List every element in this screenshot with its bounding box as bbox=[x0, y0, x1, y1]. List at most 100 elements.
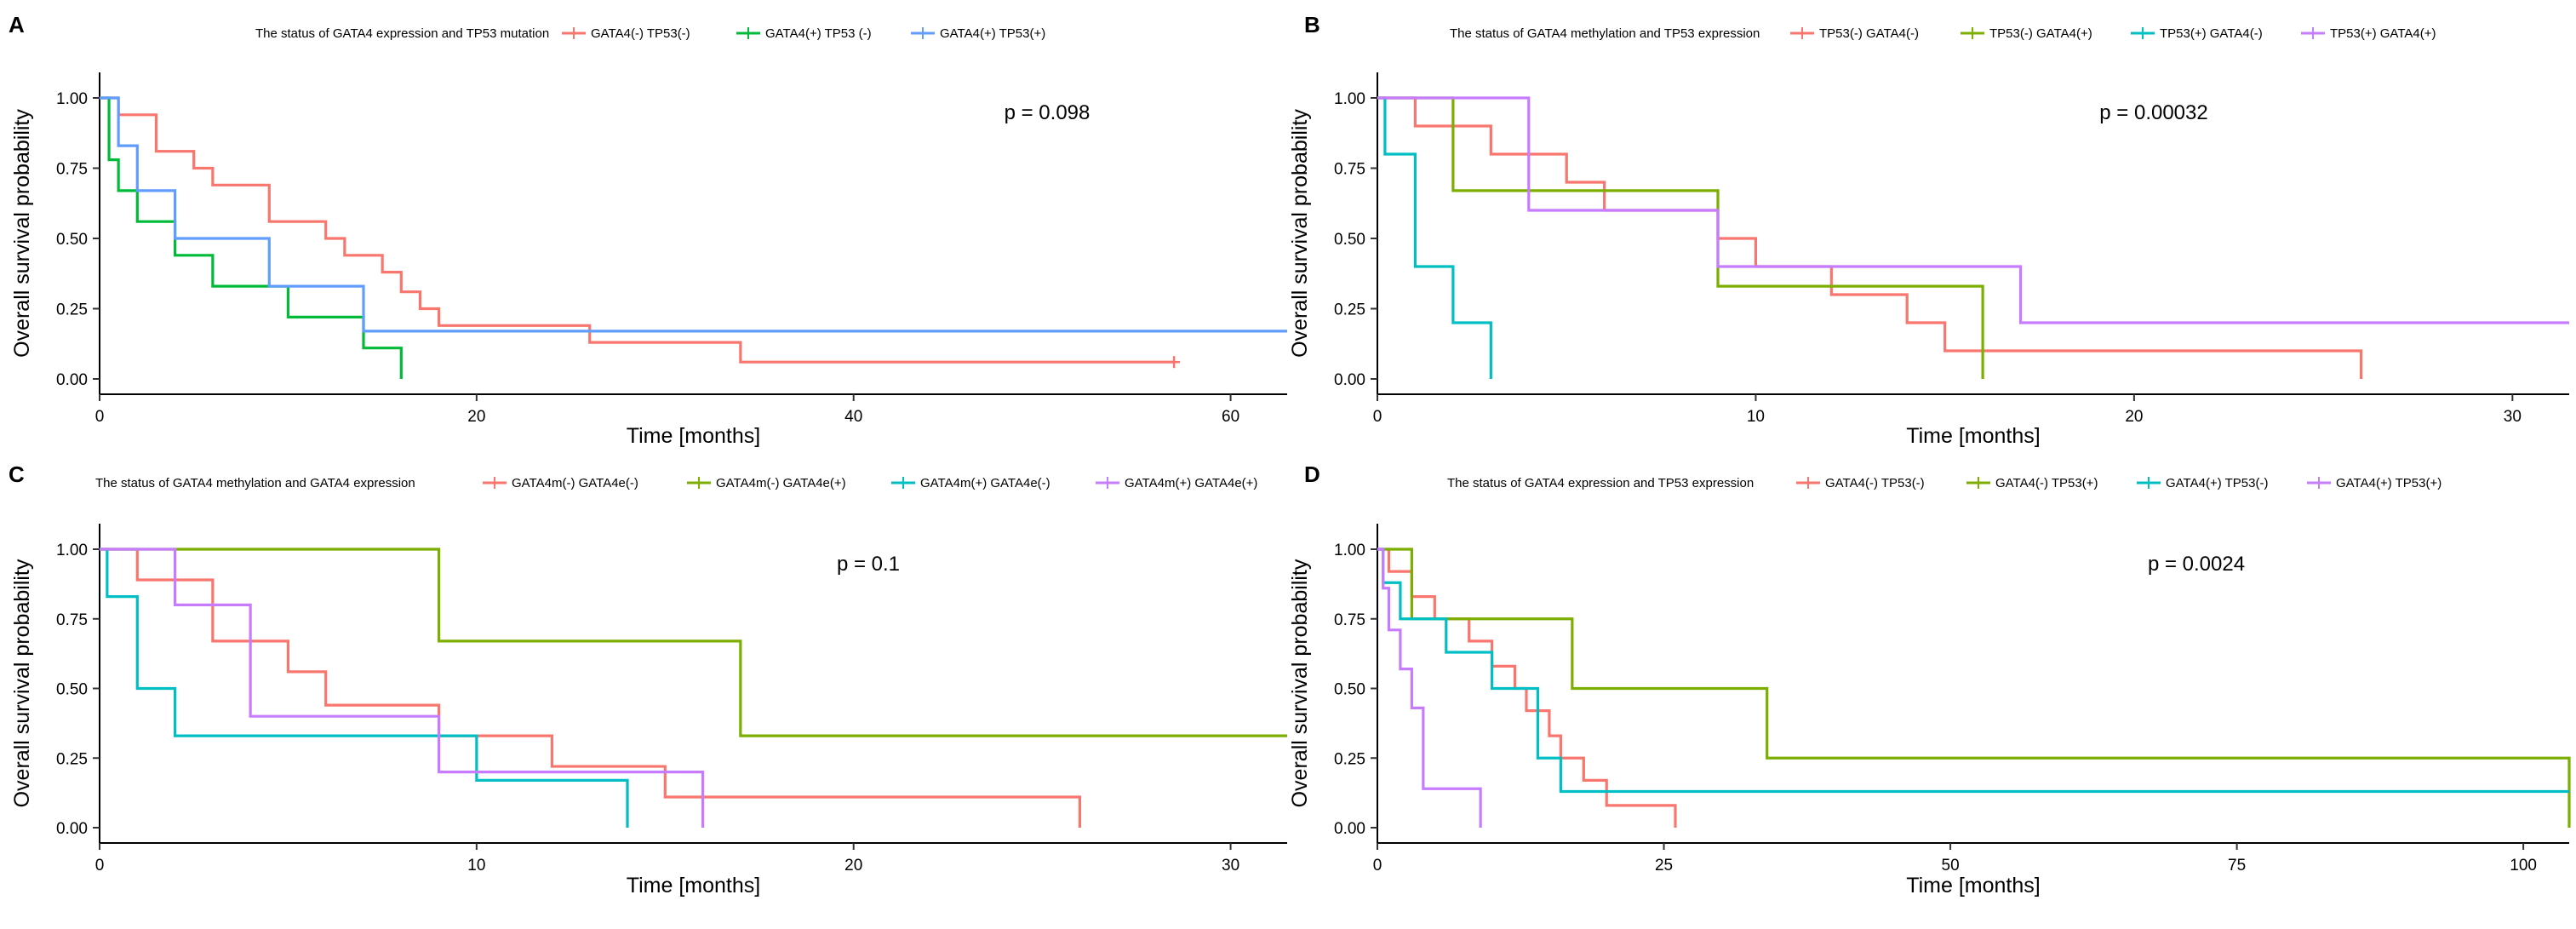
panel-label: A bbox=[9, 12, 25, 37]
x-tick-label: 50 bbox=[1942, 857, 1960, 875]
survival-curve bbox=[100, 96, 1175, 364]
survival-curve bbox=[1377, 96, 1492, 379]
legend-item: GATA4(-) TP53(-) bbox=[1796, 476, 1925, 490]
legend: The status of GATA4 expression and TP53 … bbox=[1447, 476, 2441, 490]
y-axis-label: Overall survival probability bbox=[10, 559, 34, 807]
legend-item: GATA4(-) TP53(+) bbox=[1966, 476, 2098, 490]
y-tick-label: 0.75 bbox=[1334, 161, 1365, 179]
y-tick-label: 0.50 bbox=[56, 681, 88, 699]
legend-label: GATA4m(+) GATA4e(+) bbox=[1125, 476, 1257, 490]
p-value: p = 0.1 bbox=[837, 553, 900, 576]
x-tick-label: 25 bbox=[1655, 857, 1673, 875]
x-tick-label: 20 bbox=[2125, 408, 2143, 426]
x-tick-label: 10 bbox=[467, 857, 485, 875]
panel-label: B bbox=[1304, 12, 1320, 37]
legend-label: GATA4m(-) GATA4e(-) bbox=[512, 476, 638, 490]
y-tick-label: 0.00 bbox=[56, 371, 88, 389]
survival-curve bbox=[1377, 548, 2571, 828]
survival-curve bbox=[100, 96, 1287, 333]
legend-item: GATA4m(+) GATA4e(-) bbox=[891, 476, 1050, 490]
legend-title: The status of GATA4 methylation and TP53… bbox=[1450, 26, 1760, 41]
x-axis-label: Time [months] bbox=[1906, 874, 2040, 897]
legend-label: GATA4(+) TP53(-) bbox=[2166, 476, 2268, 490]
y-tick-label: 1.00 bbox=[1334, 542, 1365, 559]
survival-curve bbox=[1377, 548, 1482, 828]
legend-item: GATA4(+) TP53 (-) bbox=[736, 26, 872, 41]
y-tick-label: 0.75 bbox=[56, 161, 88, 179]
x-tick-label: 10 bbox=[1747, 408, 1765, 426]
y-tick-label: 1.00 bbox=[1334, 90, 1365, 108]
x-tick-label: 60 bbox=[1222, 408, 1239, 426]
legend-label: TP53(-) GATA4(+) bbox=[1989, 26, 2092, 41]
x-tick-label: 0 bbox=[95, 857, 105, 875]
survival-curve bbox=[100, 548, 629, 828]
p-value: p = 0.098 bbox=[1005, 101, 1091, 124]
panel-a: A The status of GATA4 expression and TP53… bbox=[9, 12, 1287, 448]
x-tick-label: 20 bbox=[844, 857, 862, 875]
y-tick-label: 1.00 bbox=[56, 90, 88, 108]
x-tick-label: 100 bbox=[2510, 857, 2537, 875]
panel-label: D bbox=[1304, 462, 1320, 487]
legend-item: TP53(-) GATA4(-) bbox=[1790, 26, 1919, 41]
legend-item: TP53(+) GATA4(-) bbox=[2131, 26, 2263, 41]
legend-item: GATA4m(-) GATA4e(+) bbox=[687, 476, 846, 490]
y-tick-label: 0.25 bbox=[1334, 750, 1365, 768]
legend: The status of GATA4 methylation and TP53… bbox=[1450, 26, 2436, 41]
legend-label: TP53(+) GATA4(-) bbox=[2160, 26, 2263, 41]
y-tick-label: 0.25 bbox=[56, 750, 88, 768]
legend-item: GATA4(+) TP53(-) bbox=[2137, 476, 2268, 490]
y-tick-label: 0.25 bbox=[1334, 301, 1365, 319]
legend-item: GATA4(-) TP53(-) bbox=[562, 26, 690, 41]
legend-label: GATA4(-) TP53(-) bbox=[1825, 476, 1925, 490]
y-tick-label: 1.00 bbox=[56, 542, 88, 559]
legend-label: GATA4m(+) GATA4e(-) bbox=[920, 476, 1050, 490]
legend-title: The status of GATA4 expression and TP53 … bbox=[255, 26, 549, 41]
survival-curve bbox=[100, 548, 705, 828]
legend-item: TP53(+) GATA4(+) bbox=[2301, 26, 2436, 41]
survival-curve bbox=[1377, 96, 2569, 324]
x-tick-label: 75 bbox=[2228, 857, 2246, 875]
panel-c: C The status of GATA4 methylation and GAT… bbox=[9, 462, 1287, 897]
legend-title: The status of GATA4 methylation and GATA… bbox=[95, 476, 415, 490]
panel-d: D The status of GATA4 expression and TP53… bbox=[1288, 462, 2571, 897]
legend-item: GATA4(+) TP53(+) bbox=[911, 26, 1045, 41]
y-tick-label: 0.50 bbox=[56, 231, 88, 249]
y-tick-label: 0.00 bbox=[1334, 371, 1365, 389]
y-tick-label: 0.00 bbox=[1334, 820, 1365, 838]
y-axis-label: Overall survival probability bbox=[1288, 109, 1312, 358]
x-axis-label: Time [months] bbox=[627, 874, 760, 897]
legend: The status of GATA4 expression and TP53 … bbox=[255, 26, 1045, 41]
y-tick-label: 0.00 bbox=[56, 820, 88, 838]
y-tick-label: 0.50 bbox=[1334, 681, 1365, 699]
legend-label: GATA4(+) TP53(+) bbox=[940, 26, 1045, 41]
panel-b: B The status of GATA4 methylation and TP5… bbox=[1288, 12, 2569, 448]
p-value: p = 0.00032 bbox=[2099, 101, 2207, 124]
legend-label: GATA4(+) TP53 (-) bbox=[765, 26, 872, 41]
y-tick-label: 0.75 bbox=[56, 611, 88, 629]
survival-curve bbox=[1377, 548, 2569, 794]
survival-curve bbox=[100, 548, 1287, 737]
legend-item: TP53(-) GATA4(+) bbox=[1961, 26, 2092, 41]
legend-label: GATA4(-) TP53(-) bbox=[591, 26, 690, 41]
legend-item: GATA4(+) TP53(+) bbox=[2307, 476, 2441, 490]
y-tick-label: 0.25 bbox=[56, 301, 88, 319]
x-tick-label: 40 bbox=[844, 408, 862, 426]
legend-item: GATA4m(-) GATA4e(-) bbox=[483, 476, 638, 490]
x-tick-label: 0 bbox=[1373, 408, 1382, 426]
y-tick-label: 0.75 bbox=[1334, 611, 1365, 629]
legend-title: The status of GATA4 expression and TP53 … bbox=[1447, 476, 1754, 490]
x-tick-label: 20 bbox=[467, 408, 485, 426]
survival-curve bbox=[100, 548, 1082, 828]
p-value: p = 0.0024 bbox=[2148, 553, 2245, 576]
legend-label: GATA4(-) TP53(+) bbox=[1995, 476, 2098, 490]
x-axis-label: Time [months] bbox=[627, 424, 760, 448]
y-tick-label: 0.50 bbox=[1334, 231, 1365, 249]
panel-label: C bbox=[9, 462, 25, 487]
x-tick-label: 0 bbox=[1373, 857, 1382, 875]
y-axis-label: Overall survival probability bbox=[10, 109, 34, 358]
y-axis-label: Overall survival probability bbox=[1288, 559, 1312, 807]
legend: The status of GATA4 methylation and GATA… bbox=[95, 476, 1257, 490]
x-axis-label: Time [months] bbox=[1906, 424, 2040, 448]
x-tick-label: 30 bbox=[2504, 408, 2522, 426]
